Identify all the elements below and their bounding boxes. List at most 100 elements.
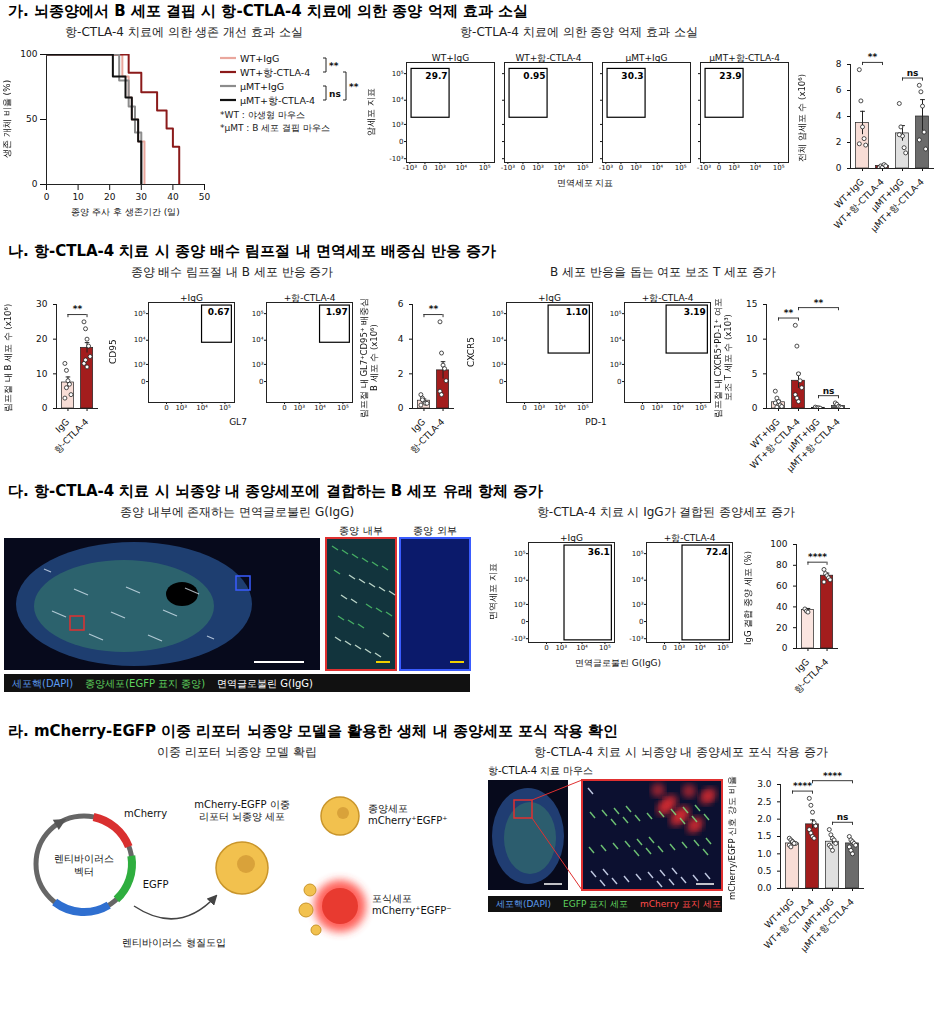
svg-text:8: 8 [836, 59, 842, 69]
svg-text:10⁵: 10⁵ [134, 310, 146, 318]
svg-text:종양 내부: 종양 내부 [339, 525, 382, 536]
svg-text:40: 40 [776, 602, 788, 612]
svg-text:2: 2 [398, 369, 404, 379]
svg-text:10⁴: 10⁴ [252, 336, 264, 344]
svg-text:36.1: 36.1 [588, 547, 610, 557]
svg-text:2.5: 2.5 [757, 797, 771, 807]
svg-text:μMT+IgG: μMT+IgG [240, 81, 284, 92]
svg-text:0: 0 [544, 644, 548, 652]
svg-text:0: 0 [42, 403, 48, 413]
svg-text:ns: ns [907, 68, 919, 78]
svg-text:0: 0 [398, 403, 404, 413]
svg-text:-10³: -10³ [501, 164, 515, 172]
svg-text:15: 15 [746, 299, 757, 309]
svg-text:**: ** [868, 52, 878, 62]
svg-text:0: 0 [423, 164, 427, 172]
svg-text:10⁴: 10⁴ [196, 404, 208, 412]
svg-text:4: 4 [398, 334, 404, 344]
svg-text:포식세포mCherry⁺EGFP⁻: 포식세포mCherry⁺EGFP⁻ [372, 893, 452, 916]
svg-text:10³: 10³ [134, 361, 146, 369]
svg-text:-10³: -10³ [629, 635, 643, 643]
svg-text:30.3: 30.3 [621, 71, 643, 81]
svg-text:0: 0 [164, 404, 168, 412]
svg-text:10³: 10³ [175, 404, 187, 412]
svg-text:0: 0 [640, 404, 644, 412]
svg-text:-10³: -10³ [599, 164, 613, 172]
svg-text:10⁴: 10⁴ [554, 404, 566, 412]
svg-text:10⁵: 10⁵ [773, 164, 785, 172]
svg-text:EGFP: EGFP [143, 879, 169, 890]
svg-text:*μMT : B 세포 결핍 마우스: *μMT : B 세포 결핍 마우스 [220, 123, 330, 133]
svg-text:10⁵: 10⁵ [514, 550, 526, 558]
svg-text:2: 2 [836, 137, 842, 147]
svg-text:4: 4 [836, 111, 842, 121]
svg-text:+항-CTLA-4: +항-CTLA-4 [284, 293, 336, 303]
svg-text:WT+항-CTLA-4: WT+항-CTLA-4 [515, 53, 581, 63]
svg-text:80: 80 [776, 560, 788, 570]
svg-text:10⁴: 10⁴ [314, 404, 326, 412]
svg-text:1.0: 1.0 [757, 849, 772, 859]
svg-text:0: 0 [836, 163, 842, 173]
svg-text:20: 20 [776, 623, 788, 633]
svg-text:10⁴: 10⁴ [576, 644, 588, 652]
svg-text:세포핵(DAPI): 세포핵(DAPI) [496, 899, 551, 909]
svg-text:10³: 10³ [632, 601, 644, 609]
svg-text:100: 100 [20, 49, 37, 59]
svg-text:**: ** [329, 61, 339, 71]
svg-text:10⁵: 10⁵ [252, 310, 264, 318]
svg-text:항-CTLA-4: 항-CTLA-4 [408, 417, 447, 456]
svg-text:μMT+항-CTLA-4: μMT+항-CTLA-4 [785, 417, 842, 474]
svg-text:*WT : 야생형 마우스: *WT : 야생형 마우스 [220, 110, 305, 120]
svg-text:10⁴: 10⁴ [749, 164, 761, 172]
svg-text:1.97: 1.97 [326, 307, 348, 317]
svg-text:3.0: 3.0 [757, 779, 772, 789]
svg-text:10³: 10³ [492, 361, 504, 369]
svg-text:0: 0 [282, 404, 286, 412]
svg-text:20: 20 [36, 334, 48, 344]
svg-text:0: 0 [639, 618, 643, 626]
svg-text:72.4: 72.4 [706, 547, 728, 557]
svg-text:3.19: 3.19 [684, 307, 706, 317]
svg-text:종양 외부: 종양 외부 [413, 525, 456, 536]
svg-text:10⁵: 10⁵ [695, 404, 707, 412]
svg-text:****: **** [808, 552, 827, 562]
svg-text:면역글로불린 G(IgG): 면역글로불린 G(IgG) [217, 678, 313, 689]
svg-text:30: 30 [136, 192, 148, 202]
svg-text:10⁵: 10⁵ [717, 644, 729, 652]
svg-text:0: 0 [717, 164, 721, 172]
svg-text:μMT+항-CTLA-4: μMT+항-CTLA-4 [799, 897, 856, 954]
svg-text:5: 5 [752, 369, 758, 379]
svg-text:10⁴: 10⁴ [610, 336, 622, 344]
svg-text:종양세포(EGFP 표지 종양): 종양세포(EGFP 표지 종양) [85, 678, 205, 689]
svg-text:0: 0 [44, 192, 50, 202]
svg-text:10⁴: 10⁴ [392, 96, 404, 104]
svg-text:0: 0 [259, 378, 263, 386]
svg-text:+항-CTLA-4: +항-CTLA-4 [642, 293, 694, 303]
svg-text:10⁴: 10⁴ [694, 644, 706, 652]
svg-text:10³: 10³ [514, 601, 526, 609]
svg-text:1.10: 1.10 [566, 307, 588, 317]
svg-text:ns: ns [823, 386, 835, 396]
svg-text:0: 0 [782, 643, 788, 653]
svg-text:+IgG: +IgG [538, 293, 561, 303]
svg-text:10³: 10³ [673, 644, 685, 652]
svg-text:μMT+항-CTLA-4: μMT+항-CTLA-4 [709, 53, 780, 63]
svg-text:**: ** [73, 304, 83, 314]
svg-text:렌티바이러스벡터: 렌티바이러스벡터 [54, 853, 114, 877]
svg-text:0: 0 [399, 138, 403, 146]
svg-text:-10³: -10³ [511, 635, 525, 643]
svg-text:10⁵: 10⁵ [577, 164, 589, 172]
svg-text:-10³: -10³ [697, 164, 711, 172]
svg-text:0: 0 [522, 404, 526, 412]
svg-text:10⁵: 10⁵ [632, 550, 644, 558]
svg-text:항-CTLA-4: 항-CTLA-4 [792, 657, 831, 696]
svg-text:20: 20 [104, 192, 116, 202]
svg-text:ns: ns [837, 812, 849, 822]
svg-text:-10³: -10³ [403, 164, 417, 172]
svg-text:10³: 10³ [651, 404, 663, 412]
svg-text:+IgG: +IgG [180, 293, 203, 303]
svg-text:10³: 10³ [532, 164, 544, 172]
svg-text:**: ** [429, 304, 439, 314]
svg-text:10⁵: 10⁵ [392, 70, 404, 78]
svg-text:1.5: 1.5 [757, 831, 771, 841]
